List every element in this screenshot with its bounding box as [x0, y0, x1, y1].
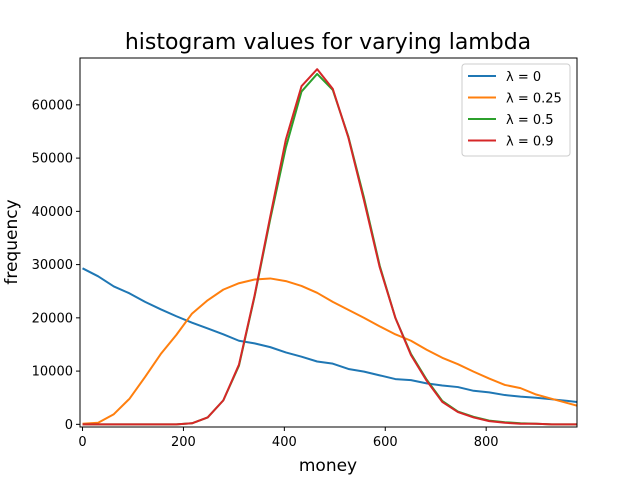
series-lines [82, 68, 577, 426]
legend-box [461, 63, 571, 157]
y-tick-label: 20000 [32, 311, 73, 326]
y-tick-label: 50000 [32, 152, 73, 167]
legend-label-0: λ = 0 [506, 70, 541, 85]
y-tick-label: 40000 [32, 205, 73, 220]
x-tick-label: 800 [474, 435, 499, 450]
legend-label-3: λ = 0.9 [506, 135, 554, 150]
y-axis-ticks: 0 10000 20000 30000 40000 50000 60000 [32, 98, 80, 433]
x-tick-label: 200 [171, 435, 196, 450]
chart-title: histogram values for varying lambda [125, 30, 531, 55]
plot-frame [79, 57, 578, 428]
legend-label-2: λ = 0.5 [506, 113, 554, 128]
x-axis-ticks: 0 200 400 600 800 [78, 427, 499, 450]
y-tick-label: 30000 [32, 258, 73, 273]
legend: λ = 0 λ = 0.25 λ = 0.5 λ = 0.9 [461, 63, 571, 157]
legend-label-1: λ = 0.25 [506, 92, 562, 107]
y-tick-label: 60000 [32, 98, 73, 113]
y-axis-label: frequency [2, 199, 22, 284]
series-line-0 [82, 267, 577, 403]
x-tick-label: 400 [272, 435, 297, 450]
series-line-1 [82, 277, 577, 425]
series-line-3 [82, 68, 577, 426]
x-tick-label: 600 [373, 435, 398, 450]
x-tick-label: 0 [78, 435, 86, 450]
y-tick-label: 10000 [32, 365, 73, 380]
x-axis-label: money [299, 456, 357, 476]
y-tick-label: 0 [65, 418, 73, 433]
